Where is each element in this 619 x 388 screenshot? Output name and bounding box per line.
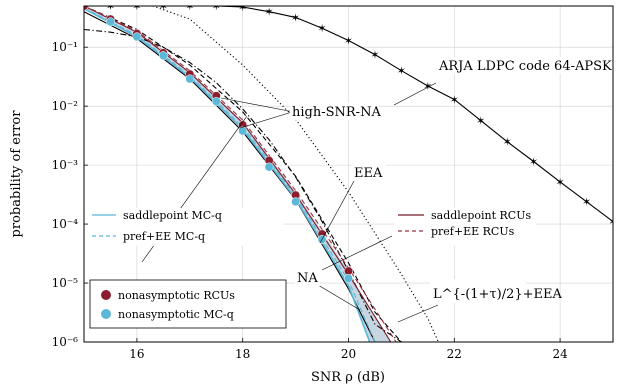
plot-frame bbox=[83, 5, 614, 343]
series-ana bbox=[152, 6, 439, 342]
l-eea-label-bg bbox=[430, 279, 526, 303]
y-tick-label: 10⁻⁴ bbox=[52, 217, 79, 231]
arja-star-marker: ✶ bbox=[238, 1, 247, 14]
arja-star-marker: ✶ bbox=[503, 136, 512, 149]
legend-mc-ee: pref+EE MC-q bbox=[123, 230, 205, 243]
arja-star-marker: ✶ bbox=[185, 0, 194, 13]
y-axis-label: probability of error bbox=[9, 110, 24, 238]
marker-mc_pts bbox=[106, 17, 115, 27]
arja-star-marker: ✶ bbox=[344, 34, 353, 47]
marker-points bbox=[84, 6, 353, 283]
annotation-arja: ARJA LDPC code 64-APSK bbox=[438, 59, 612, 74]
x-tick-label: 24 bbox=[552, 347, 568, 361]
y-tick-label: 10⁻² bbox=[52, 99, 79, 113]
x-axis-label: SNR ρ (dB) bbox=[311, 370, 385, 385]
legend-right: saddlepoint RCUs pref+EE RCUs bbox=[394, 208, 536, 246]
y-tick-label: 10⁻⁵ bbox=[52, 276, 79, 290]
arja-star-marker: ✶ bbox=[212, 0, 221, 13]
marker-mc_pts bbox=[132, 32, 142, 42]
marker-mc_pts bbox=[264, 162, 274, 172]
marker-mc_pts bbox=[158, 51, 168, 61]
x-tick-label: 22 bbox=[447, 347, 462, 361]
arja-label-bg bbox=[437, 57, 593, 74]
marker-mc_pts bbox=[185, 74, 195, 84]
high-snr-na-label-bg bbox=[290, 103, 378, 120]
y-tick-label: 10⁻³ bbox=[52, 158, 79, 172]
legend-marker-mc bbox=[101, 309, 111, 319]
arja-star-marker: ✶ bbox=[423, 80, 432, 93]
arja-star-marker: ✶ bbox=[582, 196, 591, 209]
y-tick-label: 10⁻¹ bbox=[52, 40, 78, 54]
legend-mc-points: nonasymptotic MC-q bbox=[118, 308, 234, 321]
arja-star-marker: ✶ bbox=[106, 0, 115, 13]
legend-rcu-points: nonasymptotic RCUs bbox=[118, 289, 235, 302]
arja-star-marker: ✶ bbox=[132, 0, 141, 13]
legend-rcu-saddle: saddlepoint RCUs bbox=[431, 209, 531, 222]
marker-mc_pts bbox=[211, 97, 221, 106]
arja-star-marker: ✶ bbox=[317, 22, 326, 35]
x-tick-label: 16 bbox=[129, 347, 144, 361]
annotation-na: NA bbox=[297, 271, 318, 286]
marker-mc_pts bbox=[344, 273, 353, 283]
arja-star-marker: ✶ bbox=[265, 6, 274, 19]
marker-rcu_pts bbox=[344, 266, 353, 276]
x-tick-label: 18 bbox=[235, 347, 250, 361]
legend-rcu-ee: pref+EE RCUs bbox=[431, 225, 515, 238]
na-label-bg bbox=[295, 270, 320, 286]
arja-star-marker: ✶ bbox=[450, 93, 459, 106]
marker-mc_pts bbox=[291, 197, 301, 207]
legend-marker-rcu bbox=[101, 290, 111, 300]
arja-star-marker: ✶ bbox=[291, 11, 300, 24]
eea-label-bg bbox=[352, 164, 386, 181]
marker-mc_pts bbox=[238, 126, 248, 136]
arja-star-marker: ✶ bbox=[370, 49, 379, 62]
arja-star-marker: ✶ bbox=[529, 156, 538, 169]
annotation-eea: EEA bbox=[354, 166, 383, 181]
legend-mc-saddle: saddlepoint MC-q bbox=[123, 209, 222, 222]
legend-left: saddlepoint MC-q pref+EE MC-q bbox=[88, 208, 284, 246]
arja-star-marker: ✶ bbox=[608, 216, 617, 229]
series-arja bbox=[84, 6, 613, 223]
annotation-high-snr-na: high-SNR-NA bbox=[292, 105, 381, 120]
arja-star-marker: ✶ bbox=[397, 65, 406, 78]
y-tick-label: 10⁻⁶ bbox=[52, 335, 79, 349]
arja-star-marker: ✶ bbox=[555, 176, 564, 189]
legend-markers: nonasymptotic RCUs nonasymptotic MC-q bbox=[89, 279, 287, 329]
arja-star-marker: ✶ bbox=[476, 115, 485, 128]
axis-ticks: 16 18 20 22 24 10⁻⁶ 10⁻⁵ 10⁻⁴ 10⁻³ 10⁻² 10⁻¹ bbox=[52, 40, 569, 361]
x-tick-label: 20 bbox=[341, 347, 356, 361]
series-l_eea bbox=[84, 6, 402, 342]
annotation-l-eea: L^{-(1+τ)/2}+EEA bbox=[433, 287, 562, 302]
